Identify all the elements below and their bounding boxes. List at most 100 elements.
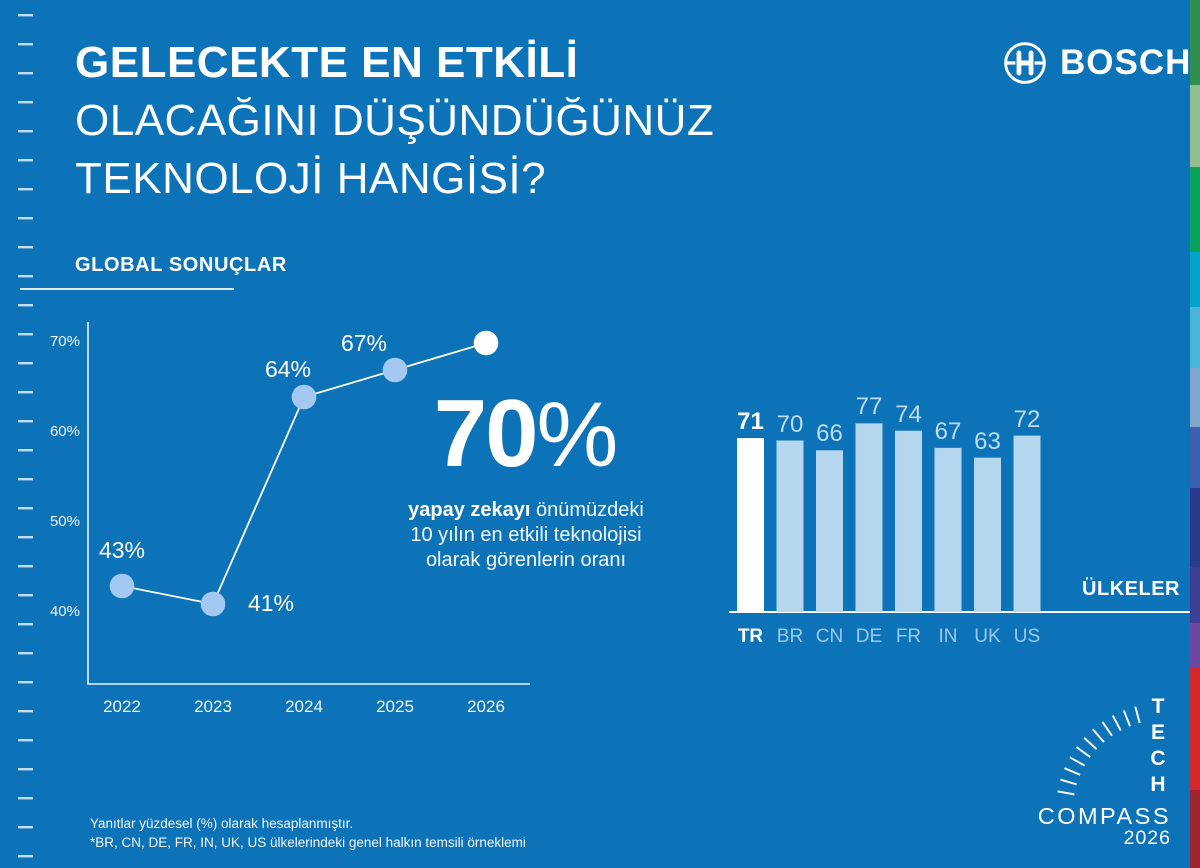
bar-value-label: 72 xyxy=(1013,405,1041,433)
page-title: GELECEKTE EN ETKİLİ OLACAĞINI DÜŞÜNDÜĞÜN… xyxy=(75,34,714,208)
side-strip-segment xyxy=(1190,488,1200,567)
point-label: 67% xyxy=(340,330,388,356)
side-strip-segment xyxy=(1190,790,1200,868)
point-label: 64% xyxy=(264,356,312,382)
ruler-tick xyxy=(18,681,33,684)
bar-value-label: 67 xyxy=(934,417,962,445)
ruler-tick xyxy=(18,72,33,75)
section-underline xyxy=(20,288,234,290)
y-axis-tick-label: 60% xyxy=(49,423,80,440)
title-line-2: OLACAĞINI DÜŞÜNDÜĞÜNÜZ xyxy=(75,96,715,145)
side-strip-segment xyxy=(1190,167,1200,252)
ruler-tick xyxy=(18,246,33,249)
data-point-2023 xyxy=(200,591,226,617)
compass-tick xyxy=(1060,778,1077,786)
highlight-value: 70% xyxy=(395,386,657,482)
compass-tick xyxy=(1083,736,1098,750)
ruler-tick xyxy=(18,594,33,597)
tech-letter: T xyxy=(1151,695,1165,718)
ruler-tick xyxy=(18,130,33,133)
bar-category-label: DE xyxy=(855,626,883,647)
highlight-desc-line-1: yapay zekayı önümüzdeki xyxy=(408,499,644,521)
highlight-block: 70% yapay zekayı önümüzdeki 10 yılın en … xyxy=(395,386,657,573)
bar-category-label: UK xyxy=(974,626,1001,647)
bar-US xyxy=(1013,435,1041,612)
bar-CN xyxy=(816,450,843,612)
compass-tick xyxy=(1092,728,1105,743)
tech-compass-word: COMPASS xyxy=(1037,803,1171,829)
bosch-logo: BOSCH xyxy=(1002,40,1191,86)
ruler-tick xyxy=(18,739,33,742)
bar-category-label: TR xyxy=(737,626,764,647)
tech-letter: H xyxy=(1150,773,1166,796)
ruler-tick xyxy=(18,101,33,104)
ruler-tick xyxy=(18,275,33,278)
ruler-tick xyxy=(18,14,33,17)
bar-value-label: 70 xyxy=(776,410,804,438)
highlight-desc-line-2: 10 yılın en etkili teknolojisi xyxy=(410,524,642,546)
bar-DE xyxy=(855,423,883,612)
footnote-1: Yanıtlar yüzdesel (%) olarak hesaplanmış… xyxy=(90,816,354,831)
side-strip-segment xyxy=(1190,0,1200,85)
compass-tick xyxy=(1057,790,1075,796)
compass-tick xyxy=(1101,721,1113,737)
ruler-tick xyxy=(18,768,33,771)
compass-tick xyxy=(1064,767,1081,776)
bar-category-label: BR xyxy=(776,626,804,647)
ruler-tick xyxy=(18,304,33,307)
bar-category-label: CN xyxy=(815,626,844,647)
ruler-tick xyxy=(18,333,33,336)
bar-TR xyxy=(737,438,764,612)
side-strip-segment xyxy=(1190,667,1200,790)
compass-tick xyxy=(1069,756,1086,767)
highlight-description: yapay zekayı önümüzdeki 10 yılın en etki… xyxy=(395,498,657,573)
bar-value-label: 77 xyxy=(855,393,883,421)
highlight-percent-sign: % xyxy=(536,384,619,486)
ruler-tick xyxy=(18,710,33,713)
ruler-tick xyxy=(18,652,33,655)
side-strip-segment xyxy=(1190,85,1200,167)
highlight-number: 70 xyxy=(433,380,539,487)
x-axis-year-label: 2022 xyxy=(103,697,141,716)
bosch-wordmark: BOSCH xyxy=(1060,43,1192,82)
side-strip-segment xyxy=(1190,427,1200,488)
bar-value-label: 71 xyxy=(737,408,764,436)
title-line-1: GELECEKTE EN ETKİLİ xyxy=(75,38,579,87)
point-label: 43% xyxy=(98,537,146,563)
tech-letter: E xyxy=(1150,721,1165,744)
x-axis-year-label: 2025 xyxy=(376,697,414,716)
side-strip-segment xyxy=(1190,623,1200,667)
highlight-desc-line-3: olarak görenlerin oranı xyxy=(425,549,627,571)
data-point-2024 xyxy=(291,384,317,410)
ruler-tick xyxy=(18,565,33,568)
bar-UK xyxy=(974,457,1001,612)
ruler-tick xyxy=(18,420,33,423)
data-point-2026 xyxy=(473,330,499,356)
line-chart-axes xyxy=(87,322,530,685)
ruler-tick xyxy=(18,855,33,858)
bar-category-label: US xyxy=(1013,626,1041,647)
y-axis-tick-label: 40% xyxy=(49,603,80,620)
bar-axis-label: ÜLKELER xyxy=(1082,578,1180,600)
footnotes: Yanıtlar yüzdesel (%) olarak hesaplanmış… xyxy=(90,814,526,852)
ruler-tick xyxy=(18,362,33,365)
bar-BR xyxy=(776,440,804,612)
ruler-tick xyxy=(18,217,33,220)
ruler-tick xyxy=(18,391,33,394)
section-label: GLOBAL SONUÇLAR xyxy=(75,254,287,276)
side-color-strip xyxy=(1190,0,1200,868)
ruler-tick xyxy=(18,507,33,510)
compass-tick xyxy=(1075,746,1091,758)
x-axis-year-label: 2026 xyxy=(467,697,505,716)
ruler-tick xyxy=(18,797,33,800)
x-axis-year-label: 2024 xyxy=(285,697,323,716)
ruler-tick xyxy=(18,826,33,829)
ruler-tick xyxy=(18,623,33,626)
tech-letter: C xyxy=(1150,747,1166,770)
y-axis-tick-label: 50% xyxy=(49,513,80,530)
side-strip-segment xyxy=(1190,307,1200,368)
side-strip-segment xyxy=(1190,567,1200,623)
ruler-tick xyxy=(18,536,33,539)
data-point-2025 xyxy=(382,357,408,383)
